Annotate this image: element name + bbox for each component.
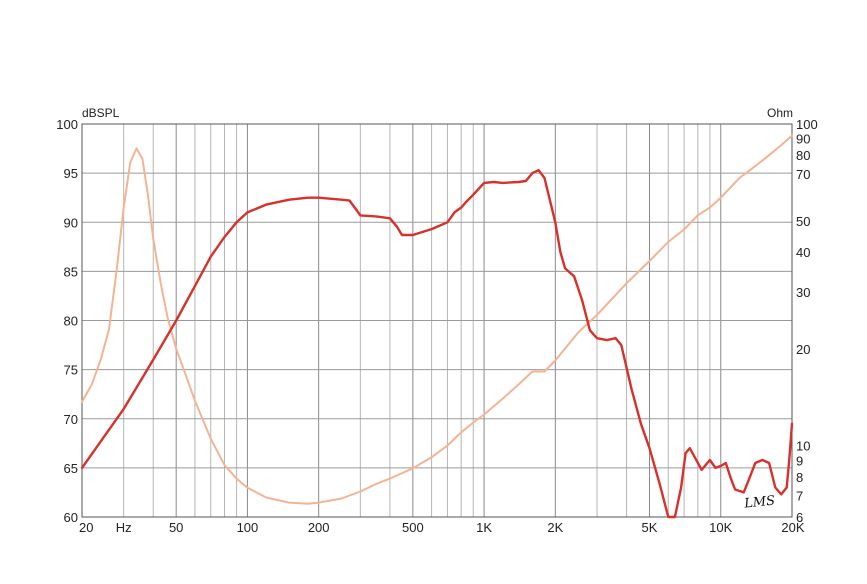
right-tick-label: 10: [796, 439, 810, 454]
spl-curve: [80, 169, 794, 519]
right-tick-label: 6: [796, 510, 803, 525]
left-tick-label: 80: [64, 314, 78, 329]
right-tick-label: 9: [796, 453, 803, 468]
left-tick-label: 75: [64, 363, 78, 378]
left-tick-label: 90: [64, 215, 78, 230]
right-tick-label: 8: [796, 470, 803, 485]
left-tick-label: 95: [64, 166, 78, 181]
x-tick-label: 5K: [642, 520, 658, 535]
right-tick-label: 90: [796, 132, 810, 147]
right-tick-label: 80: [796, 148, 810, 163]
left-tick-label: 100: [56, 117, 78, 132]
x-tick-label: 2K: [547, 520, 563, 535]
x-tick-label: 1K: [476, 520, 492, 535]
left-axis-unit: dBSPL: [82, 106, 120, 120]
x-tick-label: 20K: [781, 520, 804, 535]
x-tick-label: 10K: [709, 520, 732, 535]
grid: [82, 124, 792, 517]
lms-logo: LMS: [743, 493, 776, 511]
x-tick-label: 100: [237, 520, 259, 535]
left-tick-label: 65: [64, 461, 78, 476]
right-tick-label: 100: [796, 117, 818, 132]
x-tick-label: 200: [308, 520, 330, 535]
right-tick-label: 40: [796, 245, 810, 260]
plot-frame: [81, 123, 793, 518]
series-layer: [80, 134, 794, 519]
x-tick-label: Hz: [116, 520, 132, 535]
right-tick-label: 7: [796, 488, 803, 503]
right-tick-label: 20: [796, 342, 810, 357]
right-tick-label: 30: [796, 285, 810, 300]
x-tick-label: 20: [79, 520, 93, 535]
right-tick-label: 50: [796, 214, 810, 229]
left-tick-label: 60: [64, 510, 78, 525]
right-tick-label: 70: [796, 167, 810, 182]
right-axis-unit: Ohm: [767, 106, 793, 120]
left-tick-label: 70: [64, 412, 78, 427]
impedance-curve: [81, 134, 793, 505]
left-tick-label: 85: [64, 264, 78, 279]
x-tick-label: 50: [169, 520, 183, 535]
lms-logo-text: LMS: [743, 493, 776, 511]
x-tick-label: 500: [402, 520, 424, 535]
tick-labels: 20 Hz 50 100 200 500 1K 2K 5K 10K 20K 60 65 70 75 80 85 9…: [56, 117, 817, 535]
